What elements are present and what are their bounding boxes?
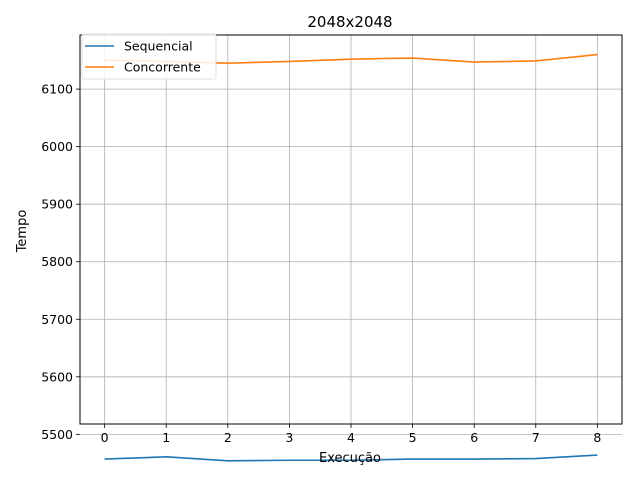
y-tick-label: 5900 (41, 197, 73, 212)
legend: Sequencial Concorrente (81, 33, 217, 80)
y-tick-label: 5800 (41, 254, 73, 269)
x-tick-label: 4 (347, 430, 355, 445)
y-axis-label: Tempo (15, 210, 30, 254)
x-tick-label: 0 (101, 430, 109, 445)
y-tick-label: 6100 (41, 82, 73, 97)
x-tick-label: 7 (532, 430, 540, 445)
y-tick-label: 5700 (41, 312, 73, 327)
x-tick-label: 6 (470, 430, 478, 445)
x-axis-label: Execução (319, 451, 381, 466)
legend-box (81, 33, 217, 80)
y-tick-label: 5600 (41, 369, 73, 384)
legend-label: Sequencial (124, 39, 193, 54)
legend-label: Concorrente (124, 60, 201, 75)
x-tick-label: 8 (593, 430, 601, 445)
y-tick-label: 5500 (41, 427, 73, 442)
x-axis: 0 1 2 3 4 5 6 7 8 (101, 424, 601, 445)
x-tick-label: 3 (285, 430, 293, 445)
y-tick-label: 6000 (41, 139, 73, 154)
y-axis: 5500 5600 5700 5800 5900 6000 6100 (41, 82, 80, 442)
chart-title: 2048x2048 (307, 13, 392, 31)
x-tick-label: 5 (409, 430, 417, 445)
series-line-sequencial (104, 454, 598, 462)
x-tick-label: 1 (162, 430, 170, 445)
grid (80, 35, 622, 435)
x-tick-label: 2 (224, 430, 232, 445)
